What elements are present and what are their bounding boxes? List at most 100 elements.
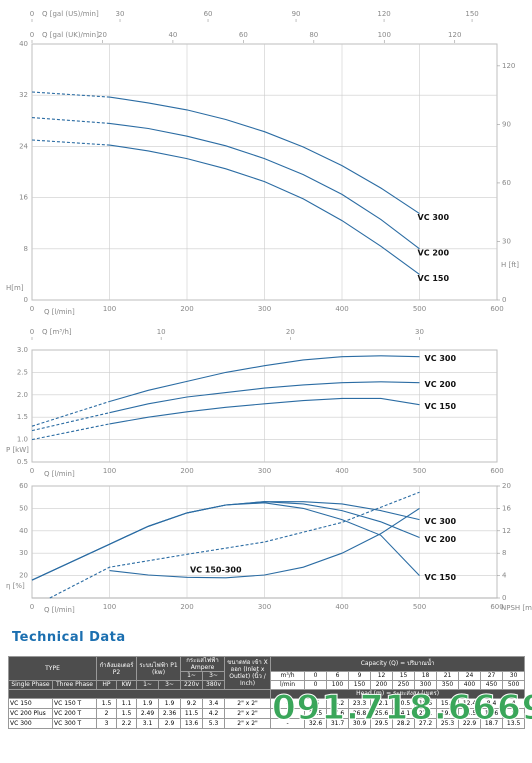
y-tick-label: 60 (19, 482, 28, 490)
extra-axis-tick-label: 0 (30, 328, 34, 336)
watermark: 091.718.6669 (271, 688, 532, 729)
table-cell: 1.9 (158, 698, 182, 709)
header-cell: Capacity (Q) = ปริมาณน้ำ (270, 656, 526, 672)
extra-axis-tick-label: 20 (286, 328, 295, 336)
technical-table: TYPE กำลังมอเตอร์ P2 ระบบไฟฟ้า P1 (kw) ก… (7, 656, 526, 729)
curve (109, 96, 420, 215)
table-row: VC 300 VC 300 T 3 2.2 3.1 2.9 13.6 5.3 2" x 2" -3… (8, 718, 526, 729)
y-axis-label: H[m] (6, 284, 24, 292)
curve (31, 139, 110, 146)
table-cell: 2.49 (136, 708, 160, 719)
extra-axis-tick-label: 60 (204, 10, 213, 18)
curve (109, 144, 420, 275)
y-tick-label: 50 (19, 504, 28, 512)
y-tick-label: 1.5 (17, 413, 28, 421)
capacity-cell: 6 (326, 671, 350, 681)
x-tick-label: 600 (490, 305, 503, 313)
x-axis-label: Q [l/min] (44, 470, 75, 478)
table-cell: 11.5 (180, 708, 204, 719)
table-row: VC 200 Plus VC 200 T 2 1.5 2.49 2.36 11.5 4.2 2"… (8, 708, 526, 719)
table-cell: VC 200 T (52, 708, 97, 719)
table-cell: VC 200 Plus (8, 708, 53, 719)
table-cell: VC 150 T (52, 698, 97, 709)
x-axis-label: Q [l/min] (44, 308, 75, 316)
extra-axis-tick-label: 20 (98, 31, 107, 39)
table-cell: VC 300 (8, 718, 53, 729)
y-tick-label: 2.0 (17, 391, 28, 399)
capacity-cell: 12 (370, 671, 394, 681)
extra-axis-tick-label: 40 (168, 31, 177, 39)
curve-label: VC 150 (425, 573, 457, 582)
y-tick-label: 0 (24, 296, 28, 304)
curve-label: VC 300 (425, 517, 457, 526)
y-axis-label: η [%] (6, 582, 25, 590)
x-tick-label: 200 (180, 603, 193, 611)
table-cell: 2 (96, 708, 117, 719)
header-cell: 3~ (158, 680, 182, 690)
table-cell: 2" x 2" (224, 698, 272, 709)
extra-axis-tick-label: 120 (448, 31, 461, 39)
curve-label: VC 200 (425, 535, 457, 544)
table-cell: 9.2 (180, 698, 204, 709)
x-tick-label: 100 (103, 603, 116, 611)
y2-tick-label: 0 (502, 594, 506, 602)
extra-axis-tick-label: 80 (309, 31, 318, 39)
curve (109, 122, 420, 250)
x-tick-label: 200 (180, 305, 193, 313)
y2-axis-label: H [ft] (501, 261, 519, 269)
y2-tick-label: 20 (502, 482, 511, 490)
charts: 0 100 200 300 400 500 60008162432400306090120Q… (6, 10, 532, 614)
extra-axis-tick-label: 100 (378, 31, 391, 39)
curve (31, 412, 110, 432)
curve-label: VC 200 (425, 380, 457, 389)
y-tick-label: 8 (24, 245, 28, 253)
header-cell: กำลังมอเตอร์ P2 (95, 656, 138, 681)
extra-axis-tick-label: 0 (30, 10, 34, 18)
extra-axis-tick-label: 90 (292, 10, 301, 18)
y-tick-label: 32 (19, 91, 28, 99)
capacity-cell: 0 (304, 671, 328, 681)
x-tick-label: 400 (335, 467, 348, 475)
header-cell: HP (96, 680, 117, 690)
table-cell: 5.3 (202, 718, 226, 729)
header-cell: Three Phase (52, 680, 97, 690)
extra-axis-tick-label: 150 (465, 10, 478, 18)
y-tick-label: 40 (19, 40, 28, 48)
y-tick-label: 1.0 (17, 436, 28, 444)
curve-label: VC 150-300 (190, 565, 242, 574)
header-cell: 380v (202, 680, 226, 690)
table-cell: VC 300 T (52, 718, 97, 729)
header-cell: กระแสไฟฟ้า Ampere (180, 656, 226, 672)
y-tick-label: 24 (19, 142, 28, 150)
extra-axis-tick-label: 10 (157, 328, 166, 336)
capacity-cell: 27 (480, 671, 504, 681)
curve (109, 355, 420, 403)
y-tick-label: 2.5 (17, 368, 28, 376)
capacity-cell: 9 (348, 671, 372, 681)
curve-label: VC 150 (418, 274, 450, 283)
table-cell: 4.2 (202, 708, 226, 719)
curve (109, 397, 420, 425)
x-tick-label: 500 (413, 305, 426, 313)
extra-axis-label: Q [gal (US)/min] (42, 10, 99, 18)
y-axis-label: P [kW] (6, 446, 29, 454)
extra-axis-tick-label: 0 (30, 31, 34, 39)
y2-tick-label: 90 (502, 120, 511, 128)
table-cell: 2" x 2" (224, 718, 272, 729)
extra-axis-tick-label: 30 (116, 10, 125, 18)
x-axis-label: Q [l/min] (44, 606, 75, 614)
x-tick-label: 0 (30, 305, 34, 313)
y2-tick-label: 4 (502, 572, 507, 580)
curve (109, 381, 420, 414)
y2-tick-label: 16 (502, 504, 511, 512)
y2-tick-label: 8 (502, 549, 506, 557)
table-cell: VC 150 (8, 698, 53, 709)
header-cell: 1~ (136, 680, 160, 690)
x-tick-label: 0 (30, 603, 34, 611)
y2-axis-label: NPSH [m] (501, 604, 532, 612)
table-title: Technical Data (12, 630, 126, 645)
capacity-cell: 30 (502, 671, 526, 681)
table-cell: 3.1 (136, 718, 160, 729)
x-tick-label: 500 (413, 467, 426, 475)
x-tick-label: 300 (258, 603, 271, 611)
